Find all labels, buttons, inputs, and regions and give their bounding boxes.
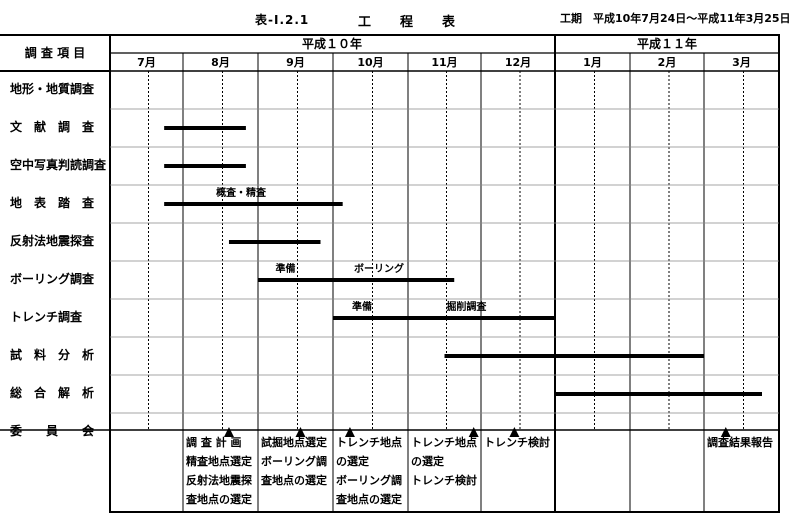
table-frame <box>109 34 780 513</box>
committee-note: トレンチ地点 の選定 ボーリング調 査地点の選定 <box>336 436 402 506</box>
row-label: 文 献 調 査 <box>10 119 95 134</box>
committee-note: トレンチ検討 <box>484 436 550 449</box>
bar-annotation: 概査・精査 <box>216 186 267 199</box>
committee-note: 試掘地点選定 ボーリング調 査地点の選定 <box>261 436 327 487</box>
row-label: トレンチ調査 <box>10 309 83 324</box>
row-label: 試 料 分 析 <box>10 347 94 362</box>
row-label: 反射法地震探査 <box>10 233 95 248</box>
month-header: 2月 <box>658 56 677 69</box>
table-number: 表-Ⅰ.2.1 <box>255 13 310 27</box>
month-header: 8月 <box>211 56 230 69</box>
row-label: 地 表 踏 査 <box>10 195 95 210</box>
committee-marker <box>223 427 234 437</box>
month-header: 9月 <box>286 56 305 69</box>
committee-marker <box>295 427 306 437</box>
committee-marker <box>344 427 355 437</box>
bar-annotation: 掘削調査 <box>446 300 487 313</box>
committee-marker <box>720 427 731 437</box>
page-title: 工 程 表 <box>358 15 457 30</box>
month-header: 11月 <box>431 56 457 69</box>
month-header: 1月 <box>583 56 602 69</box>
row-label: 空中写真判読調査 <box>10 157 107 172</box>
month-header: 12月 <box>505 56 531 69</box>
bar-annotation: 準備 <box>276 262 296 275</box>
month-header: 3月 <box>732 56 751 69</box>
row-label: 地形・地質調査 <box>10 81 95 96</box>
month-header: 10月 <box>357 56 383 69</box>
row-label: 総 合 解 析 <box>10 385 94 400</box>
construction-period: 工期 平成10年7月24日～平成11年3月25日 <box>560 12 789 25</box>
item-column-header: 調 査 項 目 <box>25 45 86 60</box>
year-header: 平成１１年 <box>637 36 697 51</box>
committee-marker <box>468 427 479 437</box>
year-header: 平成１０年 <box>302 36 362 51</box>
row-label: ボーリング調査 <box>10 271 95 286</box>
committee-note: 調 査 計 画 精査地点選定 反射法地震探 査地点の選定 <box>186 436 252 506</box>
row-label: 委 員 会 <box>9 423 95 438</box>
committee-note: 調査結果報告 <box>707 436 773 449</box>
bar-annotation: 準備 <box>352 300 372 313</box>
committee-note: トレンチ地点 の選定 トレンチ検討 <box>411 436 477 487</box>
month-header: 7月 <box>137 56 156 69</box>
bar-annotation: ボーリング <box>354 262 404 275</box>
committee-marker <box>509 427 520 437</box>
